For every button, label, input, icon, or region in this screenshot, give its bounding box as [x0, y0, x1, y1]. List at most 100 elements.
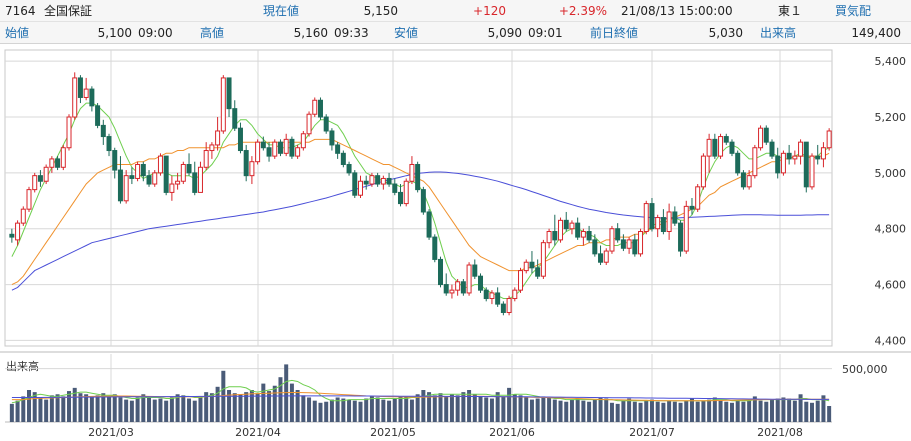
volume-bar: [295, 390, 300, 422]
volume-bar: [621, 400, 626, 422]
candle-body: [432, 236, 438, 260]
candle: [43, 164, 49, 185]
candle: [175, 172, 181, 190]
candle: [146, 170, 152, 187]
open-label: 始値: [5, 26, 30, 40]
candle-body: [37, 175, 43, 182]
candle-body: [43, 166, 49, 182]
volume-bar: [187, 398, 192, 422]
quote-header-row-1: 7164 全国保証 現在値 5,150 +120 +2.39% 21/08/13…: [0, 0, 911, 22]
volume-bar: [404, 397, 409, 422]
candle-body: [552, 231, 558, 241]
volume-bar: [84, 394, 89, 422]
candle: [237, 122, 243, 154]
candle-body: [472, 264, 478, 277]
candle: [546, 228, 552, 249]
volume-bar: [461, 392, 466, 422]
candle-body: [335, 144, 341, 154]
candle-body: [792, 155, 798, 160]
volume-bar: [798, 394, 803, 422]
candle-body: [203, 150, 209, 168]
volume-bar: [518, 395, 523, 422]
candle: [569, 220, 575, 235]
candle-body: [312, 99, 318, 115]
volume-bar: [49, 395, 54, 422]
volume-bar: [598, 397, 603, 422]
volume-bar: [815, 400, 820, 422]
candle-body: [598, 253, 604, 263]
candle: [272, 139, 278, 159]
candle: [220, 75, 226, 134]
volume-bar: [227, 390, 232, 422]
volume-bar: [438, 393, 443, 422]
price-tick-label: 4,400: [875, 334, 907, 347]
low-label: 安値: [394, 26, 419, 40]
candle-body: [438, 258, 444, 286]
candle-body: [306, 113, 312, 135]
date-tick-label: 2021/04: [235, 426, 281, 439]
volume-bar: [581, 400, 586, 422]
volume-value: 149,400: [851, 26, 901, 40]
volume-bar: [238, 394, 243, 422]
candle-body: [746, 175, 752, 188]
candle-body: [26, 189, 32, 210]
candle: [197, 161, 203, 193]
candle-body: [775, 155, 781, 174]
volume-bar: [278, 377, 283, 422]
volume-bar: [575, 398, 580, 422]
candle: [123, 170, 129, 204]
candle-body: [672, 211, 678, 224]
candle-body: [426, 211, 432, 238]
candle-body: [415, 163, 421, 191]
volume-bar: [735, 400, 740, 422]
candle: [746, 170, 752, 190]
candle: [712, 133, 718, 159]
candle-body: [232, 108, 238, 129]
candle-body: [369, 175, 375, 185]
candle-body: [283, 138, 289, 154]
candle-body: [60, 147, 66, 168]
volume-bar: [792, 400, 797, 422]
candle-body: [277, 141, 283, 154]
candle-body: [626, 239, 632, 249]
candle: [666, 203, 672, 240]
candle-body: [386, 177, 392, 185]
candle: [540, 239, 546, 279]
candle-body: [643, 203, 649, 233]
volume-bar: [512, 394, 517, 422]
volume-bar: [249, 390, 254, 422]
candle-body: [89, 88, 95, 107]
candle: [449, 284, 455, 299]
candle-body: [260, 141, 266, 149]
volume-bar: [495, 392, 500, 422]
candle-body: [169, 183, 175, 193]
candle-body: [660, 217, 666, 233]
volume-bar: [489, 398, 494, 422]
volume-bar: [787, 398, 792, 422]
candle: [586, 225, 592, 243]
volume-bar: [638, 402, 643, 422]
volume-bar: [261, 383, 266, 422]
candle: [729, 139, 735, 157]
price-tick-label: 5,000: [875, 167, 907, 180]
open-time: 09:00: [138, 26, 173, 40]
volume-bar: [164, 400, 169, 422]
candle: [329, 128, 335, 151]
volume-bar: [147, 396, 152, 422]
candle-body: [449, 289, 455, 294]
candle: [740, 170, 746, 190]
candle-body: [512, 289, 518, 300]
volume-bar: [661, 402, 666, 422]
high-time: 09:33: [334, 26, 369, 40]
volume-bar: [501, 396, 506, 422]
candle: [592, 234, 598, 257]
candle: [397, 184, 403, 207]
candle-body: [535, 267, 541, 277]
price-pane-frame: [4, 49, 833, 347]
candle: [32, 172, 38, 193]
candle-body: [66, 116, 72, 149]
candle-body: [363, 180, 369, 185]
volume-bar: [478, 396, 483, 422]
volume-bar: [781, 397, 786, 422]
candle-body: [443, 284, 449, 294]
